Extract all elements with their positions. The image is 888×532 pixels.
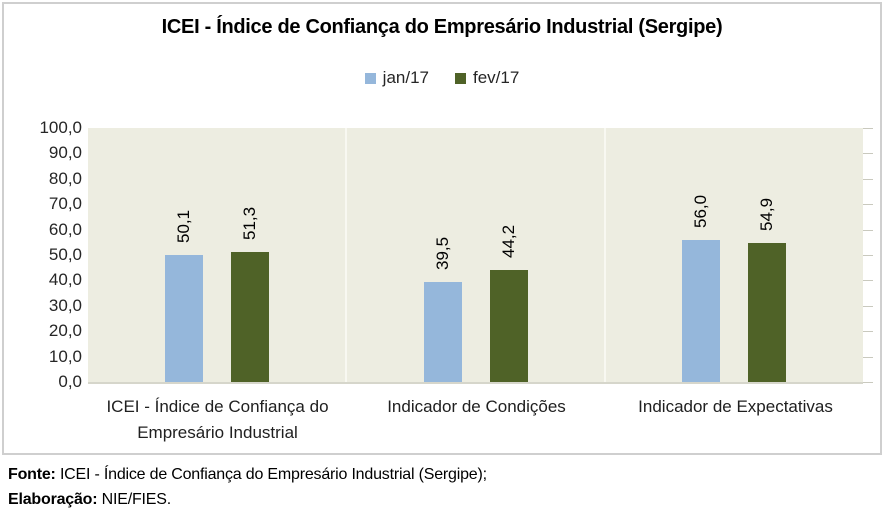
bar-value-label: 50,1 [174, 209, 194, 243]
right-axis-tick [863, 382, 873, 383]
footer: Fonte: ICEI - Índice de Confiança do Emp… [8, 462, 487, 512]
legend-item-jan17: jan/17 [364, 68, 429, 88]
bar-jan17-cat2 [423, 281, 462, 382]
y-axis-label: 100,0 [39, 118, 82, 137]
bar-value-label: 54,9 [756, 197, 776, 231]
legend: jan/17 fev/17 [4, 68, 880, 88]
y-axis-label: 40,0 [48, 270, 82, 290]
footer-fonte: Fonte: ICEI - Índice de Confiança do Emp… [8, 462, 487, 487]
footer-fonte-text: ICEI - Índice de Confiança do Empresário… [59, 466, 487, 483]
right-axis-tick [863, 153, 873, 155]
y-axis-label: 10,0 [48, 346, 82, 366]
bar-value-label: 51,3 [240, 206, 260, 240]
plot-area: 50,1 39,5 56,0 51,3 44,2 54,9 [88, 128, 873, 384]
right-axis-tick [863, 229, 873, 231]
bar-fev17-cat2 [489, 269, 528, 382]
legend-swatch-fev17-icon [455, 72, 466, 84]
y-axis-label: 30,0 [48, 295, 82, 315]
bar-fev17-cat3 [747, 242, 786, 382]
legend-swatch-jan17-icon [364, 72, 376, 84]
category-separator-line [603, 128, 606, 382]
bar-value-label: 39,5 [432, 236, 452, 270]
right-axis-tick [863, 356, 873, 358]
right-axis-tick [863, 305, 873, 307]
y-axis-label: 90,0 [48, 143, 82, 163]
chart-title: ICEI - Índice de Confiança do Empresário… [161, 16, 723, 38]
right-axis-tick [863, 255, 873, 256]
y-axis-label: 80,0 [48, 168, 82, 188]
y-axis-label: 50,0 [48, 245, 82, 264]
category-label-expectativas: Indicador de Expectativas [606, 394, 865, 420]
footer-elaboracao: Elaboração: NIE/FIES. [8, 487, 487, 512]
category-label-condicoes: Indicador de Condições [347, 394, 606, 420]
bar-value-label: 56,0 [690, 194, 710, 228]
right-axis-tick [863, 331, 873, 333]
legend-item-fev17: fev/17 [455, 68, 519, 88]
y-axis-label: 0,0 [58, 372, 82, 391]
y-axis-label: 70,0 [48, 194, 82, 214]
category-label-expectativas-text: Indicador de Expectativas [638, 397, 833, 416]
category-separator-line [345, 128, 348, 382]
bar-jan17-cat3 [681, 239, 720, 382]
right-axis-tick [863, 204, 873, 206]
right-axis-tick [863, 128, 873, 129]
legend-label-fev17: fev/17 [473, 68, 520, 87]
right-axis-tick [863, 178, 873, 180]
category-label-condicoes-text: Indicador de Condições [387, 397, 566, 416]
footer-elaboracao-text: NIE/FIES. [101, 491, 172, 508]
right-axis-tick [863, 280, 873, 282]
y-axis-label: 60,0 [48, 219, 82, 239]
bar-fev17-cat1 [231, 251, 270, 382]
chart-frame: ICEI - Índice de Confiança do Empresário… [2, 2, 882, 455]
category-label-icei-text: ICEI - Índice de Confiança do Empresário… [106, 397, 329, 442]
footer-elaboracao-label: Elaboração: [8, 491, 98, 508]
footer-fonte-label: Fonte: [8, 466, 56, 483]
bar-value-label: 44,2 [498, 224, 518, 258]
category-label-icei: ICEI - Índice de Confiança do Empresário… [88, 394, 347, 446]
legend-label-jan17: jan/17 [382, 68, 429, 87]
bar-jan17-cat1 [165, 254, 204, 382]
y-axis-label: 20,0 [48, 321, 82, 341]
